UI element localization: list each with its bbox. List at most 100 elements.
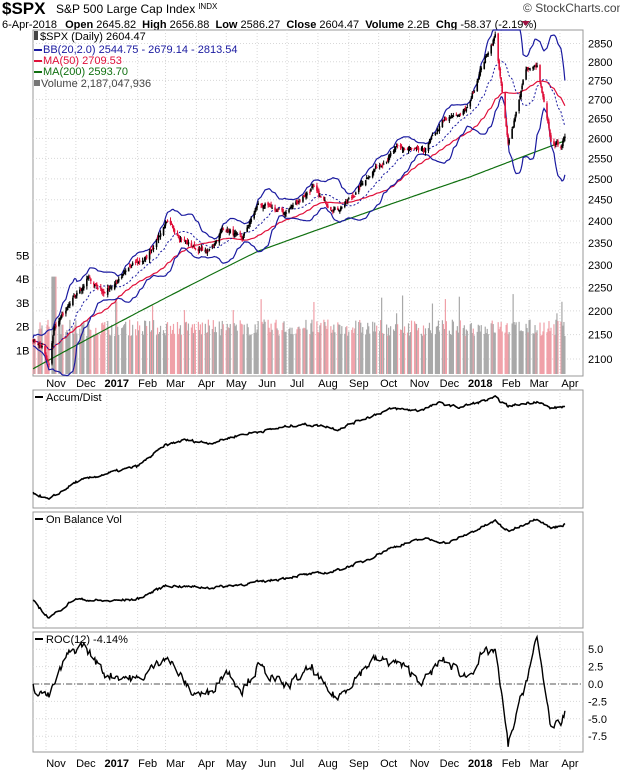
candle-body (557, 140, 559, 146)
volume-bar (339, 324, 341, 374)
volume-bar (151, 305, 154, 374)
candle-body (204, 249, 207, 252)
candle-body (561, 145, 563, 147)
volume-bar (330, 326, 332, 374)
volume-bar (204, 323, 206, 374)
candle-body (221, 228, 224, 230)
volume-bar (116, 301, 118, 374)
volume-bar (424, 328, 427, 374)
candle-body (435, 132, 438, 134)
x-tick-label: Feb (502, 378, 521, 390)
volume-bar (466, 330, 468, 374)
volume-bar (536, 330, 538, 374)
volume-bar (285, 331, 287, 374)
volume-bar (487, 334, 489, 374)
volume-bar (463, 325, 465, 374)
candle-body (183, 239, 186, 241)
candle-body (299, 200, 301, 202)
volume-bar (165, 323, 168, 374)
volume-bar (114, 335, 116, 374)
x-tick-label: Mar (530, 758, 549, 770)
volume-bar (522, 331, 524, 374)
candle-body (313, 185, 315, 187)
candle-body (149, 249, 152, 252)
volume-bar (261, 321, 263, 374)
candle-body (316, 185, 318, 191)
candle-body (539, 65, 541, 82)
candle-body (462, 110, 465, 115)
candle-body (400, 145, 403, 149)
candle-body (142, 260, 145, 262)
volume-bar (268, 327, 270, 374)
volume-bar (240, 323, 242, 374)
candle-body (373, 169, 376, 172)
volume-bar (124, 323, 126, 374)
candle-body (473, 90, 476, 92)
candle-body (285, 212, 287, 214)
candle-body (117, 278, 120, 282)
volume-bar (332, 329, 334, 374)
candle-body (444, 118, 447, 120)
volume-bar (276, 328, 278, 374)
candle-body (540, 83, 542, 87)
candle-body (320, 196, 322, 198)
volume-bar (46, 324, 48, 374)
candle-body (297, 201, 299, 203)
volume-bar (410, 320, 413, 374)
volume-bar (477, 324, 479, 374)
volume-bar (369, 333, 371, 374)
volume-bar (123, 325, 125, 374)
candle-body (327, 205, 329, 209)
volume-bar (278, 335, 280, 374)
candle-body (228, 231, 231, 233)
volume-bar (192, 333, 195, 374)
candle-body (296, 199, 298, 204)
volume-bar (257, 321, 259, 374)
candle-body (95, 283, 98, 287)
volume-bar (403, 326, 406, 374)
candle-body (472, 92, 475, 94)
candle-body (492, 40, 495, 46)
candle-body (171, 225, 174, 227)
volume-bar (148, 321, 151, 374)
volume-bar (316, 321, 318, 374)
candle-body (128, 266, 131, 268)
x-tick-label: 2017 (105, 378, 129, 390)
volume-bar (497, 322, 499, 374)
candle-body (198, 248, 201, 251)
volume-bar (367, 322, 369, 374)
candle-body (261, 203, 263, 207)
volume-bar (435, 326, 438, 374)
candle-body (236, 232, 239, 234)
candle-body (37, 343, 39, 346)
candle-body (291, 205, 293, 207)
price-tick-label: 2600 (588, 133, 612, 145)
candle-body (201, 247, 204, 251)
volume-bar (190, 327, 193, 374)
volume-bar (303, 327, 305, 374)
volume-bar (254, 324, 256, 374)
volume-bar (143, 334, 145, 374)
volume-bar (414, 323, 417, 374)
candle-body (99, 287, 102, 289)
roc-tick-label: -5.0 (588, 714, 607, 726)
volume-bar (472, 328, 474, 374)
candle-body (88, 277, 90, 279)
candle-body (372, 170, 375, 173)
volume-bar (491, 320, 493, 374)
volume-bar (511, 323, 513, 374)
candle-body (206, 250, 209, 254)
volume-bar (225, 330, 227, 374)
candle-body (518, 99, 520, 112)
candle-body (497, 33, 499, 61)
candle-body (547, 118, 549, 124)
volume-bar (476, 331, 478, 374)
volume-bar (184, 322, 187, 374)
volume-bar (162, 330, 165, 374)
legend-obv: On Balance Vol (46, 514, 122, 526)
candle-body (193, 244, 196, 249)
volume-bar (164, 335, 167, 374)
volume-bar (562, 325, 564, 374)
candle-body (414, 147, 417, 149)
volume-bar (271, 329, 273, 374)
